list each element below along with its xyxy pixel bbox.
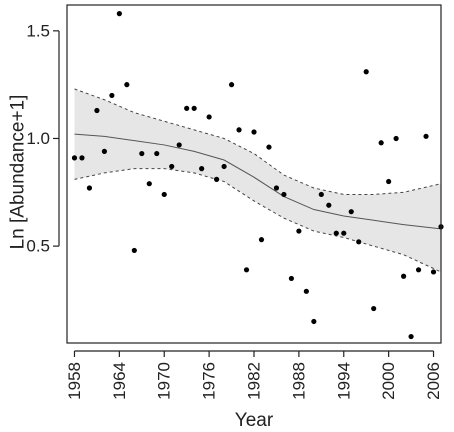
y-axis-title: Ln [Abundance+1] — [8, 95, 29, 250]
lower-confidence-line — [74, 168, 442, 273]
data-point — [318, 191, 324, 198]
data-point — [273, 185, 280, 191]
data-point — [206, 114, 212, 120]
data-point — [348, 209, 354, 215]
y-tick-label: 1.0 — [26, 129, 50, 148]
data-point — [176, 142, 182, 148]
data-point — [430, 269, 437, 275]
fit-line-layer — [74, 133, 442, 230]
y-tick-label: 1.5 — [26, 21, 50, 40]
data-point — [86, 185, 93, 191]
data-point — [281, 191, 287, 198]
data-point — [79, 155, 85, 161]
data-point — [71, 155, 78, 161]
data-point — [415, 267, 422, 273]
plot-frame — [66, 4, 442, 344]
data-point — [184, 105, 190, 111]
data-point — [333, 230, 339, 236]
data-point — [243, 267, 250, 273]
x-tick-label: 1976 — [200, 362, 219, 400]
data-point — [296, 228, 302, 234]
data-point — [131, 247, 137, 254]
data-point — [139, 150, 145, 157]
data-point — [303, 288, 309, 294]
y-tick-label: 0.5 — [26, 237, 50, 256]
data-point — [371, 305, 377, 312]
x-tick-label: 1964 — [110, 362, 129, 400]
data-point — [161, 191, 167, 198]
fitted-trend-line — [74, 133, 442, 230]
data-point — [258, 237, 265, 243]
data-point — [191, 105, 197, 111]
x-tick-label: 1970 — [155, 362, 174, 400]
data-point — [341, 230, 347, 236]
data-point — [326, 202, 332, 208]
data-point — [228, 82, 235, 88]
data-point — [363, 69, 369, 75]
data-point — [169, 163, 175, 170]
data-point — [101, 148, 107, 154]
data-point — [199, 166, 205, 172]
data-point — [214, 176, 220, 182]
data-point — [288, 275, 294, 282]
data-point — [423, 133, 429, 139]
data-point — [386, 178, 392, 185]
x-axis-title: Year — [235, 410, 274, 431]
data-point — [393, 135, 399, 142]
x-tick-label: 2000 — [379, 362, 398, 400]
data-point — [251, 129, 257, 135]
data-point — [401, 273, 407, 279]
data-point — [236, 127, 242, 133]
data-point — [311, 318, 317, 325]
data-point — [146, 181, 152, 187]
data-point — [378, 140, 384, 146]
data-point — [116, 11, 122, 17]
data-point — [221, 163, 227, 170]
data-point — [408, 333, 414, 340]
x-tick-label: 1982 — [245, 362, 264, 400]
data-point — [356, 239, 362, 245]
x-tick-label: 2006 — [424, 362, 443, 400]
x-tick-label: 1988 — [289, 362, 308, 400]
data-point — [124, 82, 130, 88]
confidence-band — [74, 88, 441, 272]
data-point — [154, 150, 160, 157]
axes-layer: 1958 1964 1970 1976 1982 1988 1994 2000 2006 0.5 1… — [26, 21, 443, 399]
data-point — [109, 92, 115, 99]
data-point — [94, 107, 100, 114]
x-tick-label: 1994 — [334, 362, 353, 400]
x-tick-label: 1958 — [65, 362, 84, 400]
confidence-band-layer — [74, 88, 442, 273]
data-point — [266, 144, 272, 150]
